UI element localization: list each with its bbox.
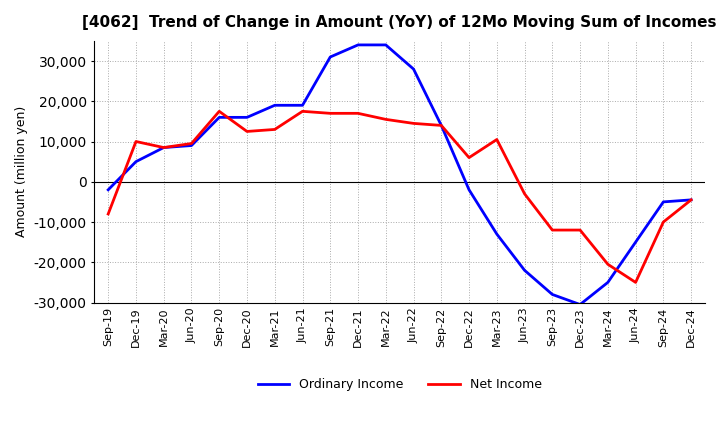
Ordinary Income [576, 302, 585, 307]
Y-axis label: Amount (million yen): Amount (million yen) [15, 106, 28, 237]
Net Income [159, 145, 168, 150]
Ordinary Income [132, 159, 140, 164]
Net Income [659, 220, 667, 225]
Net Income [132, 139, 140, 144]
Ordinary Income [631, 239, 640, 245]
Ordinary Income [687, 197, 696, 202]
Net Income [382, 117, 390, 122]
Ordinary Income [104, 187, 112, 192]
Net Income [576, 227, 585, 233]
Net Income [326, 111, 335, 116]
Net Income [603, 262, 612, 267]
Ordinary Income [298, 103, 307, 108]
Net Income [437, 123, 446, 128]
Ordinary Income [382, 42, 390, 48]
Net Income [521, 191, 529, 197]
Ordinary Income [492, 231, 501, 237]
Ordinary Income [437, 123, 446, 128]
Net Income [492, 137, 501, 142]
Ordinary Income [159, 145, 168, 150]
Ordinary Income [326, 55, 335, 60]
Net Income [464, 155, 473, 160]
Ordinary Income [271, 103, 279, 108]
Ordinary Income [187, 143, 196, 148]
Ordinary Income [603, 280, 612, 285]
Ordinary Income [521, 268, 529, 273]
Net Income [687, 197, 696, 202]
Net Income [298, 109, 307, 114]
Net Income [104, 211, 112, 216]
Ordinary Income [464, 187, 473, 192]
Ordinary Income [354, 42, 362, 48]
Net Income [548, 227, 557, 233]
Ordinary Income [659, 199, 667, 205]
Ordinary Income [548, 292, 557, 297]
Title: [4062]  Trend of Change in Amount (YoY) of 12Mo Moving Sum of Incomes: [4062] Trend of Change in Amount (YoY) o… [82, 15, 717, 30]
Ordinary Income [243, 115, 251, 120]
Net Income [354, 111, 362, 116]
Net Income [409, 121, 418, 126]
Net Income [215, 109, 223, 114]
Line: Ordinary Income: Ordinary Income [108, 45, 691, 304]
Ordinary Income [215, 115, 223, 120]
Net Income [243, 129, 251, 134]
Legend: Ordinary Income, Net Income: Ordinary Income, Net Income [253, 373, 546, 396]
Net Income [187, 141, 196, 146]
Ordinary Income [409, 66, 418, 72]
Net Income [271, 127, 279, 132]
Line: Net Income: Net Income [108, 111, 691, 282]
Net Income [631, 280, 640, 285]
